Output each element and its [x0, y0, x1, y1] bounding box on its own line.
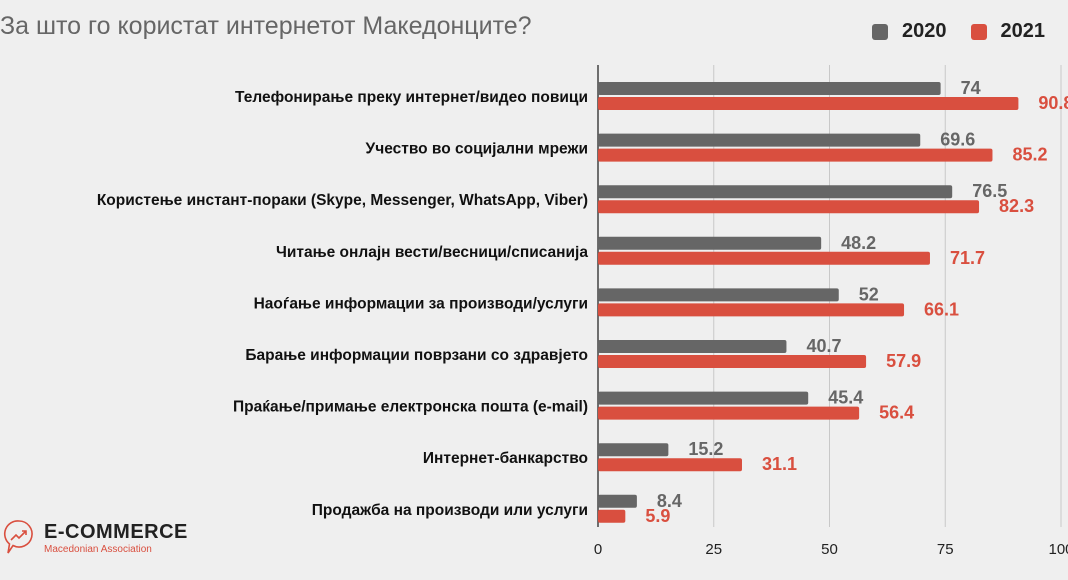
bar-2021	[598, 406, 860, 420]
data-label-2020: 40.7	[806, 336, 841, 356]
bar-2021	[598, 355, 867, 368]
bar-2021	[598, 148, 993, 162]
data-label-2020: 74	[961, 78, 981, 98]
legend-label-2020: 2020	[902, 20, 947, 42]
x-tick-label: 100	[1048, 541, 1068, 558]
data-label-2021: 82.3	[999, 196, 1034, 216]
bar-2021	[598, 200, 980, 214]
category-label: Праќање/примање електронска пошта (e-mai…	[233, 399, 588, 416]
bar-2020	[598, 494, 637, 508]
bar-2020	[598, 391, 809, 405]
data-label-2021: 31.1	[762, 454, 797, 474]
bar-2021	[598, 97, 1019, 110]
x-tick-label: 75	[937, 541, 954, 558]
data-label-2020: 69.6	[940, 130, 975, 150]
bar-2021	[598, 509, 626, 523]
logo-chat-arrow-icon	[3, 520, 33, 554]
data-label-2021: 5.9	[645, 506, 670, 526]
data-label-2021: 71.7	[950, 248, 985, 268]
legend-swatch-2021	[970, 23, 987, 40]
x-tick-label: 25	[705, 541, 722, 558]
data-label-2020: 52	[859, 284, 879, 304]
category-label: Користење инстант-пораки (Skype, Messeng…	[97, 192, 588, 209]
data-label-2020: 45.4	[828, 388, 863, 408]
category-label: Телефонирање преку интернет/видео повици	[235, 89, 588, 106]
category-label: Барање информации поврзани со здравјето	[245, 347, 588, 364]
category-label: Продажба на производи или услуги	[312, 502, 588, 519]
data-label-2021: 66.1	[924, 299, 959, 319]
bar-2020	[598, 82, 941, 95]
legend-item-2020: 2020	[872, 20, 947, 43]
data-label-2021: 57.9	[886, 351, 921, 371]
logo-name: E-COMMERCE	[44, 521, 188, 543]
bar-2020	[598, 340, 787, 353]
x-tick-label: 0	[594, 541, 602, 558]
bar-2020	[598, 443, 669, 457]
x-tick-label: 50	[821, 541, 838, 558]
chart-title: За што го користат интернетот Македонцит…	[0, 12, 532, 40]
data-label-2020: 48.2	[841, 233, 876, 253]
data-label-2020: 76.5	[972, 181, 1007, 201]
legend: 2020 2021	[872, 20, 1068, 43]
category-label: Интернет-банкарство	[423, 450, 588, 467]
data-label-2021: 85.2	[1012, 145, 1047, 165]
data-label-2021: 90.8	[1038, 93, 1068, 113]
legend-swatch-2020	[872, 23, 888, 40]
data-label-2020: 8.4	[657, 491, 682, 511]
bar-2021	[598, 251, 930, 265]
logo-subtitle: Macedonian Association	[44, 544, 152, 555]
bar-2020	[598, 185, 953, 199]
legend-label-2021: 2021	[1000, 20, 1046, 42]
category-label: Учество во социјални мрежи	[366, 141, 588, 158]
bar-2020	[598, 236, 822, 250]
category-label: Наоѓање информации за производи/услуги	[254, 295, 588, 312]
category-label: Читање онлајн вести/весници/списанија	[276, 244, 588, 261]
bar-2021	[598, 303, 905, 317]
data-label-2021: 56.4	[879, 403, 914, 423]
bar-2020	[598, 288, 839, 302]
bar-2021	[598, 458, 742, 472]
data-label-2020: 15.2	[688, 439, 723, 459]
bar-2020	[598, 133, 921, 147]
logo: E-COMMERCE Macedonian Association	[2, 518, 188, 558]
legend-item-2021: 2021	[970, 20, 1046, 43]
